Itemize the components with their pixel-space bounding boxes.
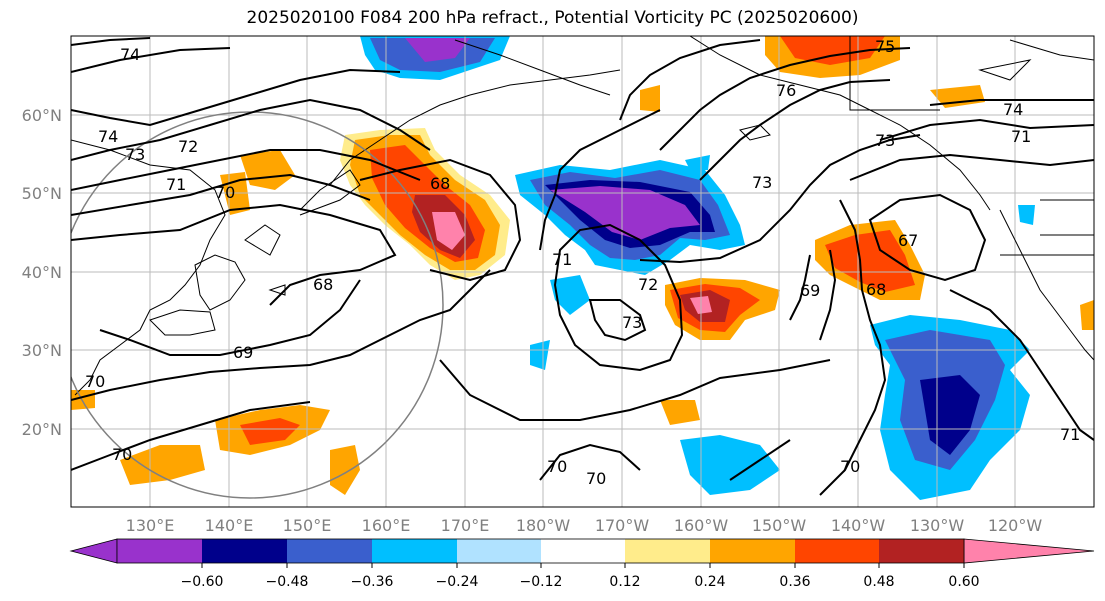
lat-label: 50°N	[22, 184, 62, 203]
contour-label: 74	[120, 45, 140, 64]
contour-label: 71	[166, 175, 186, 194]
colorbar-segment	[795, 539, 879, 563]
lon-label: 150°E	[283, 516, 332, 535]
colorbar-arrow-right	[963, 538, 1095, 564]
contour-label: 75	[875, 37, 895, 56]
map-title: 2025020100 F084 200 hPa refract., Potent…	[246, 8, 859, 28]
contour-label: 73	[752, 173, 772, 192]
lon-label: 160°W	[674, 516, 729, 535]
contour-label: 70	[85, 372, 105, 391]
lat-label: 60°N	[22, 106, 62, 125]
contour-label: 69	[800, 281, 820, 300]
colorbar-segment	[710, 539, 795, 563]
contour-label: 70	[547, 457, 567, 476]
colorbar-segment	[457, 539, 541, 563]
colorbar-tick-label: 0.12	[609, 574, 640, 590]
colorbar-tick-label: −0.48	[266, 574, 309, 590]
contour-labels: 74 74 73 72 71 70 68 68 69 70 70 70 71 7…	[85, 37, 1080, 488]
contour-label: 68	[866, 280, 886, 299]
contour-label: 70	[840, 457, 860, 476]
lon-label: 160°E	[362, 516, 411, 535]
colorbar: −0.60 −0.48 −0.36 −0.24 −0.12 0.12 0.24 …	[69, 538, 1095, 590]
lon-label: 140°W	[831, 516, 886, 535]
colorbar-tick-label: 0.48	[863, 574, 894, 590]
contour-label: 76	[776, 81, 796, 100]
colorbar-segment	[202, 539, 287, 563]
map-field: 74 74 73 72 71 70 68 68 69 70 70 70 71 7…	[71, 36, 1094, 507]
lon-label: 170°W	[595, 516, 650, 535]
colorbar-tick-label: 0.24	[694, 574, 725, 590]
contour-label: 74	[98, 127, 118, 146]
lon-label: 180°W	[516, 516, 571, 535]
lon-label: 130°E	[126, 516, 175, 535]
contour-label: 73	[875, 131, 895, 150]
lon-label: 150°W	[752, 516, 807, 535]
coastlines	[71, 36, 1094, 396]
contour-label: 68	[313, 275, 333, 294]
colorbar-tick-label: −0.12	[520, 574, 563, 590]
map-frame	[70, 35, 1095, 508]
contour-label: 73	[622, 313, 642, 332]
colorbar-tick-label: −0.60	[181, 574, 224, 590]
colorbar-segment	[117, 539, 202, 563]
contour-label: 71	[1060, 425, 1080, 444]
latitude-labels: 20°N 30°N 40°N 50°N 60°N	[22, 106, 62, 439]
contour-label: 73	[125, 145, 145, 164]
colorbar-segment	[879, 539, 964, 563]
contour-label: 70	[112, 445, 132, 464]
colorbar-tick-label: 0.60	[948, 574, 979, 590]
lat-label: 40°N	[22, 263, 62, 282]
longitude-labels: 130°E 140°E 150°E 160°E 170°E 180°W 170°…	[126, 516, 1043, 535]
lon-label: 120°W	[988, 516, 1043, 535]
contour-label: 71	[1011, 127, 1031, 146]
refractivity-contours	[71, 37, 1094, 496]
contour-label: 69	[233, 343, 253, 362]
contour-label: 70	[215, 183, 235, 202]
lon-label: 170°E	[441, 516, 490, 535]
colorbar-arrow-left	[69, 538, 118, 564]
colorbar-segment	[625, 539, 710, 563]
contour-label: 70	[586, 469, 606, 488]
lon-label: 140°E	[205, 516, 254, 535]
pv-shading	[71, 36, 1094, 500]
contour-label: 74	[1003, 100, 1023, 119]
lat-label: 20°N	[22, 420, 62, 439]
lat-label: 30°N	[22, 341, 62, 360]
contour-label: 67	[898, 231, 918, 250]
contour-label: 72	[178, 137, 198, 156]
contour-label: 72	[638, 275, 658, 294]
colorbar-tick-label: 0.36	[779, 574, 810, 590]
lon-label: 130°W	[910, 516, 965, 535]
colorbar-segment	[541, 539, 625, 563]
colorbar-tick-label: −0.24	[436, 574, 479, 590]
colorbar-tick-label: −0.36	[351, 574, 394, 590]
contour-label: 68	[430, 174, 450, 193]
colorbar-segment	[372, 539, 457, 563]
contour-label: 71	[552, 250, 572, 269]
colorbar-segment	[287, 539, 372, 563]
